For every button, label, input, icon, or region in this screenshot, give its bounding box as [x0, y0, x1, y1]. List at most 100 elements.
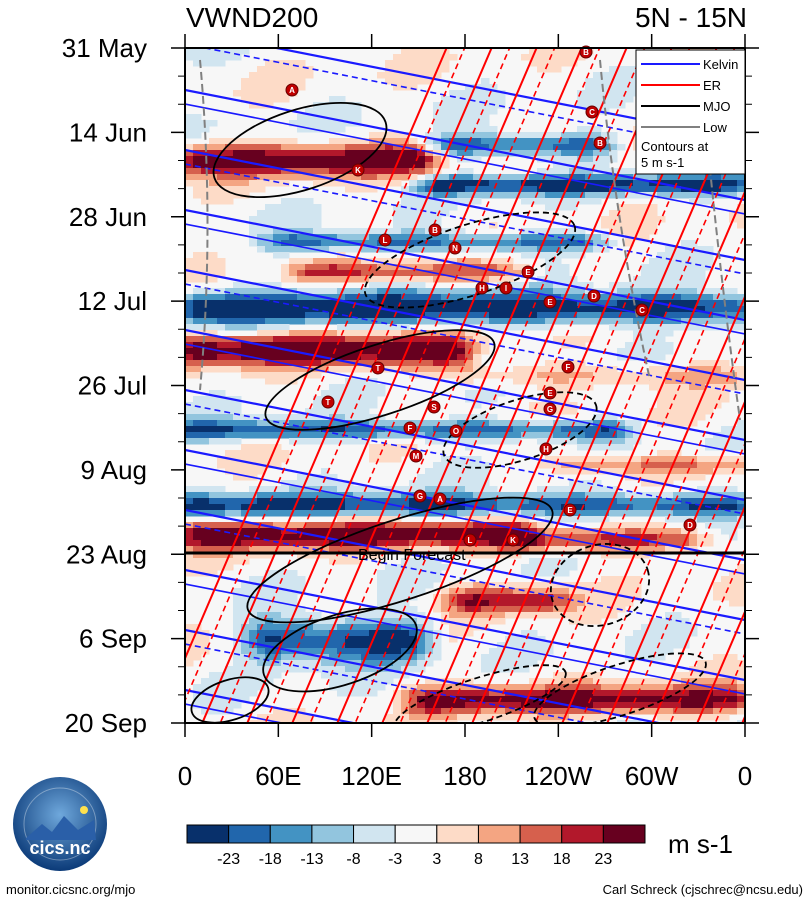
colorbar-swatch: [186, 824, 230, 844]
logo-text: cics.nc: [29, 838, 90, 858]
colorbar-label: -18: [259, 851, 282, 868]
x-tick-label: 120W: [524, 761, 592, 791]
legend-label-kelvin: Kelvin: [703, 57, 738, 72]
contour-line: [780, 40, 809, 740]
y-tick-label: 6 Sep: [79, 624, 147, 654]
storm-marker: [585, 105, 599, 119]
contour-line: [185, 163, 745, 275]
storm-marker: [448, 241, 462, 255]
low-contour: [599, 59, 651, 381]
storm-label: B: [597, 139, 603, 148]
contour-line: [264, 48, 556, 723]
mjo-contour: [246, 496, 554, 624]
chart-title-right: 5N - 15N: [634, 2, 747, 33]
storm-label: C: [589, 108, 595, 117]
contour-line: [185, 283, 745, 395]
contour-line: [185, 583, 745, 695]
y-tick-label: 20 Sep: [65, 708, 147, 738]
storm-label: G: [547, 405, 553, 414]
footer-url[interactable]: monitor.cicsnc.org/mjo: [6, 882, 136, 897]
storm-marker: [475, 281, 489, 295]
storm-marker: [543, 386, 557, 400]
mjo-contour: [262, 607, 418, 693]
contour-line: [185, 508, 745, 622]
storm-label: C: [639, 306, 645, 315]
mjo-contour: [190, 676, 270, 723]
contour-line: [309, 48, 601, 723]
storm-marker: [285, 83, 299, 97]
storm-marker: [403, 421, 417, 435]
mjo-contour: [549, 543, 651, 627]
contour-line: [798, 40, 809, 740]
colorbar-swatch: [477, 824, 521, 844]
colorbar-swatch: [269, 824, 313, 844]
storm-label: I: [505, 284, 507, 293]
storm-marker: [321, 395, 335, 409]
mjo-contour: [393, 664, 567, 723]
storm-label: M: [413, 452, 420, 461]
colorbar-swatch: [353, 824, 396, 844]
storm-marker: [543, 402, 557, 416]
storm-marker: [427, 400, 441, 414]
contour-line: [185, 48, 448, 661]
storm-marker: [593, 136, 607, 150]
storm-label: L: [383, 236, 388, 245]
contour-line: [696, 609, 745, 723]
contour-line: [579, 336, 745, 723]
contour-line: [651, 504, 745, 723]
y-tick-label: 28 Jun: [69, 202, 147, 232]
colorbar-label: -13: [300, 851, 323, 868]
storm-label: H: [543, 445, 549, 454]
storm-label: D: [591, 292, 597, 301]
footer-author: Carl Schreck (cjschrec@ncsu.edu): [602, 882, 803, 897]
storm-marker: [587, 289, 601, 303]
contour-line: [185, 403, 745, 515]
storm-marker: [409, 449, 423, 463]
mjo-contour: [212, 101, 388, 199]
storm-marker: [635, 303, 649, 317]
colorbar-swatch: [519, 824, 563, 844]
storm-label: E: [547, 389, 553, 398]
contour-line: [516, 189, 745, 723]
storm-marker: [543, 295, 557, 309]
colorbar-label: 8: [474, 851, 483, 868]
mjo-contour: [533, 652, 707, 723]
colorbar-label: 18: [553, 851, 571, 868]
storm-label: K: [355, 166, 361, 175]
storm-marker: [433, 492, 447, 506]
storm-label: F: [408, 424, 413, 433]
storm-marker: [563, 503, 577, 517]
colorbar-label: 23: [594, 851, 612, 868]
storm-label: T: [326, 398, 331, 407]
colorbar-label: -3: [388, 851, 402, 868]
contour-line: [741, 714, 745, 723]
chart-title-left: VWND200: [186, 2, 319, 33]
storm-label: H: [479, 284, 485, 293]
storm-marker: [371, 361, 385, 375]
contour-line: [381, 48, 673, 723]
contour-line: [753, 40, 809, 740]
storm-label: D: [687, 521, 693, 530]
colorbar-swatch: [228, 824, 271, 844]
storm-label: S: [431, 403, 437, 412]
storm-marker: [561, 360, 575, 374]
contour-line: [336, 48, 628, 723]
storm-label: L: [468, 536, 473, 545]
colorbar-swatch: [561, 824, 604, 844]
legend-label-er: ER: [703, 78, 721, 93]
storm-marker: [428, 223, 442, 237]
storm-label: G: [417, 492, 423, 501]
x-tick-label: 0: [178, 761, 192, 791]
legend-label-low: Low: [703, 120, 727, 135]
storm-marker: [506, 533, 520, 547]
contour-line: [185, 688, 359, 723]
y-tick-label: 31 May: [62, 33, 147, 63]
colorbar-label: 3: [432, 851, 441, 868]
contour-line: [534, 231, 745, 723]
contour-line: [185, 48, 466, 703]
x-tick-label: 60W: [625, 761, 679, 791]
colorbar-swatch: [311, 824, 355, 844]
storm-label: N: [452, 244, 458, 253]
forecast-label: Begin Forecast: [358, 547, 466, 564]
